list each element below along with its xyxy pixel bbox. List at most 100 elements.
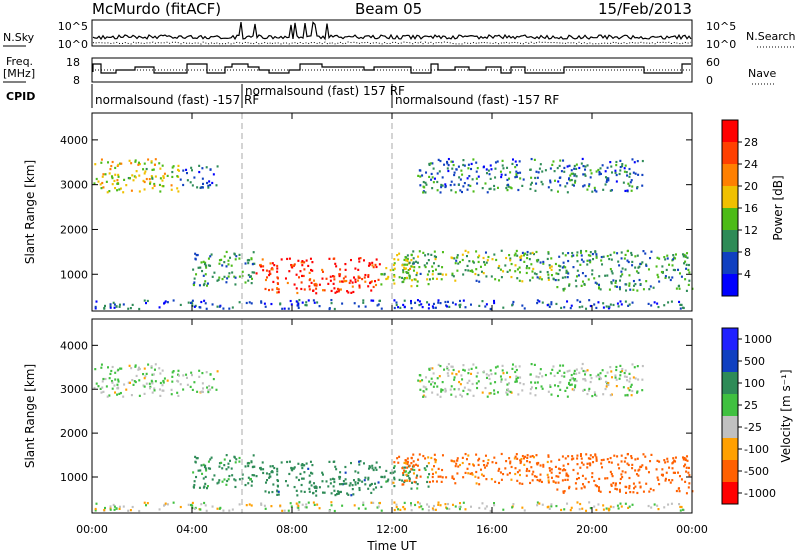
power-echo-cell bbox=[328, 257, 331, 260]
colorbar-tick-label: 100 bbox=[744, 377, 765, 390]
velocity-echo-cell bbox=[472, 363, 475, 366]
velocity-echo-cell bbox=[162, 379, 165, 383]
velocity-echo-cell bbox=[305, 503, 308, 506]
power-echo-cell bbox=[97, 180, 100, 183]
power-echo-cell bbox=[684, 260, 687, 263]
power-echo-cell bbox=[439, 159, 442, 163]
velocity-echo-cell bbox=[436, 385, 439, 388]
power-echo-cell bbox=[475, 161, 478, 164]
velocity-echo-cell bbox=[446, 372, 449, 375]
noise-right-tick-top: 10^5 bbox=[706, 20, 736, 33]
velocity-echo-cell bbox=[509, 460, 512, 463]
power-echo-cell bbox=[171, 175, 174, 179]
velocity-echo-cell bbox=[627, 463, 630, 467]
power-echo-cell bbox=[318, 305, 321, 308]
velocity-echoes bbox=[93, 362, 694, 513]
power-echo-cell bbox=[439, 302, 442, 305]
power-echo-cell bbox=[632, 279, 635, 283]
velocity-echo-cell bbox=[223, 458, 226, 461]
power-echo-cell bbox=[421, 306, 424, 309]
power-echo-cell bbox=[194, 252, 197, 255]
velocity-echo-cell bbox=[609, 394, 612, 397]
power-echo-cell bbox=[427, 307, 430, 310]
power-echo-cell bbox=[584, 274, 587, 278]
velocity-echo-cell bbox=[569, 379, 572, 382]
power-echo-cell bbox=[193, 281, 196, 284]
power-echo-cell bbox=[403, 263, 406, 266]
power-echo-cell bbox=[300, 287, 303, 291]
power-echo-cell bbox=[176, 187, 179, 190]
velocity-echo-cell bbox=[683, 456, 686, 460]
power-echo-cell bbox=[606, 254, 609, 258]
velocity-echo-cell bbox=[581, 474, 584, 477]
colorbar-segment bbox=[722, 186, 738, 208]
velocity-echo-cell bbox=[177, 394, 180, 397]
power-echo-cell bbox=[108, 172, 111, 175]
power-echo-cell bbox=[432, 302, 435, 306]
power-echo-cell bbox=[397, 258, 400, 261]
velocity-echo-cell bbox=[530, 466, 533, 469]
power-echo-cell bbox=[580, 162, 583, 165]
velocity-echo-cell bbox=[470, 372, 473, 375]
power-echo-cell bbox=[498, 279, 501, 282]
velocity-echo-cell bbox=[661, 473, 664, 476]
power-echo-cell bbox=[202, 260, 205, 263]
power-echo-cell bbox=[519, 258, 522, 262]
velocity-echo-cell bbox=[478, 457, 481, 460]
power-echo-cell bbox=[569, 174, 572, 177]
power-echo-cell bbox=[350, 291, 353, 294]
velocity-echo-cell bbox=[682, 458, 685, 461]
power-y-axis-label: Slant Range [km] bbox=[23, 160, 37, 264]
velocity-echo-cell bbox=[297, 462, 300, 465]
power-echo-cell bbox=[198, 170, 201, 174]
power-echo-cell bbox=[393, 258, 396, 261]
power-echo-cell bbox=[564, 276, 567, 279]
velocity-echo-cell bbox=[427, 485, 430, 488]
power-echo-cell bbox=[117, 175, 120, 178]
velocity-echo-cell bbox=[482, 474, 485, 477]
velocity-echo-cell bbox=[201, 382, 204, 385]
velocity-echo-cell bbox=[209, 467, 212, 470]
velocity-echo-cell bbox=[197, 469, 200, 472]
velocity-echo-cell bbox=[247, 464, 250, 468]
y-tick-label: 2000 bbox=[60, 223, 88, 236]
velocity-echo-cell bbox=[617, 463, 620, 466]
velocity-echo-cell bbox=[546, 473, 549, 476]
power-echo-cell bbox=[624, 164, 627, 167]
velocity-echo-cell bbox=[508, 471, 511, 475]
power-echo-cell bbox=[369, 263, 372, 266]
velocity-echo-cell bbox=[451, 372, 454, 375]
velocity-echo-cell bbox=[308, 474, 311, 477]
velocity-echo-cell bbox=[130, 394, 133, 397]
power-echo-cell bbox=[494, 167, 497, 170]
velocity-echo-cell bbox=[367, 478, 370, 481]
velocity-echo-cell bbox=[408, 464, 411, 467]
power-echo-cell bbox=[132, 179, 135, 182]
velocity-echo-cell bbox=[550, 505, 553, 508]
power-echo-cell bbox=[374, 280, 377, 283]
colorbar-tick-label: 16 bbox=[744, 202, 758, 215]
power-echo-cell bbox=[571, 183, 574, 186]
velocity-echo-cell bbox=[116, 383, 119, 386]
velocity-echo-cell bbox=[582, 463, 585, 466]
velocity-echo-cell bbox=[94, 368, 97, 371]
velocity-echo-cell bbox=[406, 457, 409, 460]
velocity-echo-cell bbox=[292, 467, 295, 470]
velocity-echo-cell bbox=[348, 484, 351, 487]
power-echo-cell bbox=[554, 262, 557, 266]
power-echo-cell bbox=[608, 257, 611, 261]
power-echo-cell bbox=[494, 161, 497, 164]
power-echo-cell bbox=[508, 253, 511, 257]
power-echo-cell bbox=[403, 258, 406, 261]
power-echo-cell bbox=[656, 302, 659, 305]
power-echo-cell bbox=[620, 270, 623, 273]
velocity-echo-cell bbox=[563, 490, 566, 493]
power-echo-cell bbox=[572, 172, 575, 175]
velocity-echo-cell bbox=[557, 475, 560, 478]
colorbar-tick-label: 28 bbox=[744, 136, 758, 149]
power-echo-cell bbox=[367, 275, 370, 278]
velocity-echo-cell bbox=[516, 471, 519, 474]
power-echo-cell bbox=[315, 292, 318, 295]
velocity-echo-cell bbox=[346, 492, 349, 495]
velocity-echo-cell bbox=[441, 380, 444, 384]
